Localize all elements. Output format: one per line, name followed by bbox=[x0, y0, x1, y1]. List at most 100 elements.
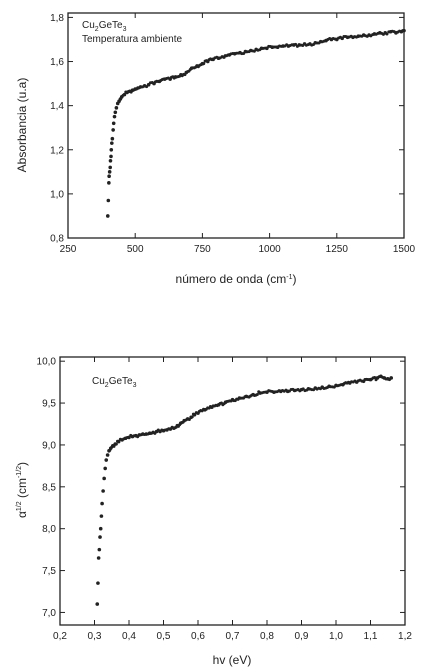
data-point bbox=[111, 128, 115, 132]
data-point bbox=[129, 433, 133, 437]
data-point bbox=[187, 417, 191, 421]
data-point bbox=[106, 198, 111, 203]
data-point bbox=[236, 51, 240, 55]
x-tick-label: 1,2 bbox=[398, 631, 412, 642]
data-point bbox=[204, 59, 208, 63]
data-point bbox=[387, 30, 391, 34]
data-point bbox=[270, 389, 274, 393]
data-point bbox=[104, 458, 109, 462]
x-tick-label: 0,3 bbox=[88, 631, 102, 642]
annotation-temperature: Temperatura ambiente bbox=[82, 34, 182, 45]
data-point bbox=[374, 378, 378, 382]
data-point bbox=[226, 53, 230, 57]
data-point bbox=[136, 435, 140, 439]
data-point bbox=[344, 34, 348, 38]
data-point bbox=[113, 110, 118, 115]
tick-group-absorbance: 250 500 750 1000 1250 1500 0,8 1,0 1,2 1,4 1,6 1,8 bbox=[50, 13, 415, 255]
data-point bbox=[360, 34, 364, 38]
data-point bbox=[102, 476, 106, 481]
data-point bbox=[105, 214, 110, 218]
data-point bbox=[156, 80, 160, 84]
data-point bbox=[298, 389, 302, 393]
data-point bbox=[355, 35, 359, 39]
x-axis-title-absorbance: número de onda (cm-1) bbox=[176, 272, 297, 286]
data-point bbox=[181, 420, 185, 424]
data-point bbox=[137, 86, 141, 90]
data-point bbox=[290, 43, 294, 47]
data-point bbox=[191, 412, 195, 416]
data-point bbox=[243, 395, 247, 399]
data-point bbox=[367, 378, 371, 382]
x-tick-label: 1500 bbox=[393, 244, 416, 255]
data-point bbox=[105, 453, 110, 457]
x-tick-label: 1,1 bbox=[364, 631, 378, 642]
data-point bbox=[376, 31, 380, 35]
data-point bbox=[97, 547, 102, 552]
data-point bbox=[149, 431, 153, 435]
y-axis-title-alpha: α1/2 (cm-1/2) bbox=[15, 462, 29, 518]
data-point bbox=[301, 43, 305, 47]
tick-group-alpha: 0,2 0,3 0,4 0,5 0,6 0,7 0,8 0,9 1,0 1,1 1,2 7,0 7,5 8… bbox=[37, 357, 413, 642]
x-tick-label: 0,9 bbox=[295, 631, 309, 642]
data-point bbox=[139, 433, 143, 437]
data-point bbox=[109, 154, 113, 159]
data-point bbox=[125, 436, 129, 440]
data-point bbox=[124, 90, 128, 94]
y-axis-title-absorbance: Absorbancia (u.a) bbox=[15, 78, 29, 173]
data-point bbox=[215, 404, 219, 408]
data-point bbox=[202, 62, 206, 66]
y-tick-label: 8,0 bbox=[42, 524, 56, 535]
data-point bbox=[188, 67, 192, 71]
data-point bbox=[163, 428, 167, 432]
points-absorbance bbox=[105, 28, 406, 218]
data-point bbox=[98, 535, 102, 539]
data-point bbox=[121, 93, 125, 97]
data-point bbox=[305, 388, 309, 392]
data-point bbox=[360, 379, 364, 383]
y-tick-label: 9,0 bbox=[42, 440, 56, 451]
y-tick-label: 1,8 bbox=[50, 13, 64, 24]
data-point bbox=[220, 55, 224, 59]
data-point bbox=[161, 77, 165, 81]
data-point bbox=[184, 418, 188, 422]
y-tick-label: 7,0 bbox=[42, 608, 56, 619]
plot-frame-absorbance bbox=[67, 12, 405, 239]
data-point bbox=[279, 44, 283, 48]
y-tick-label: 1,0 bbox=[50, 189, 64, 200]
data-point bbox=[255, 392, 259, 396]
data-point bbox=[285, 43, 289, 47]
data-point bbox=[384, 377, 388, 381]
x-tick-label: 0,8 bbox=[260, 631, 274, 642]
data-point bbox=[114, 106, 119, 110]
data-point bbox=[377, 375, 381, 379]
data-point bbox=[99, 514, 104, 518]
data-point bbox=[381, 375, 385, 379]
data-point bbox=[385, 32, 389, 36]
data-point bbox=[353, 379, 357, 383]
y-tick-label: 9,5 bbox=[42, 399, 56, 410]
data-point bbox=[257, 390, 261, 394]
data-point bbox=[156, 428, 160, 432]
data-point bbox=[294, 42, 298, 46]
plot-frame-alpha bbox=[59, 356, 406, 626]
data-point bbox=[183, 73, 187, 77]
points-alpha bbox=[95, 374, 394, 606]
y-tick-label: 8,5 bbox=[42, 482, 56, 493]
data-point bbox=[339, 383, 343, 387]
data-point bbox=[170, 425, 174, 429]
x-tick-label: 1250 bbox=[326, 244, 349, 255]
data-point bbox=[349, 34, 353, 38]
data-point bbox=[236, 397, 240, 401]
data-point bbox=[122, 437, 126, 441]
data-point bbox=[114, 442, 118, 446]
data-point bbox=[312, 43, 316, 47]
data-point bbox=[194, 411, 198, 415]
y-tick-label: 1,6 bbox=[50, 57, 64, 68]
data-point bbox=[96, 581, 100, 585]
data-point bbox=[332, 385, 336, 389]
data-point bbox=[371, 33, 375, 37]
data-point bbox=[401, 29, 405, 33]
x-tick-label: 0,6 bbox=[191, 631, 205, 642]
data-point bbox=[291, 387, 295, 391]
data-point bbox=[98, 526, 103, 531]
